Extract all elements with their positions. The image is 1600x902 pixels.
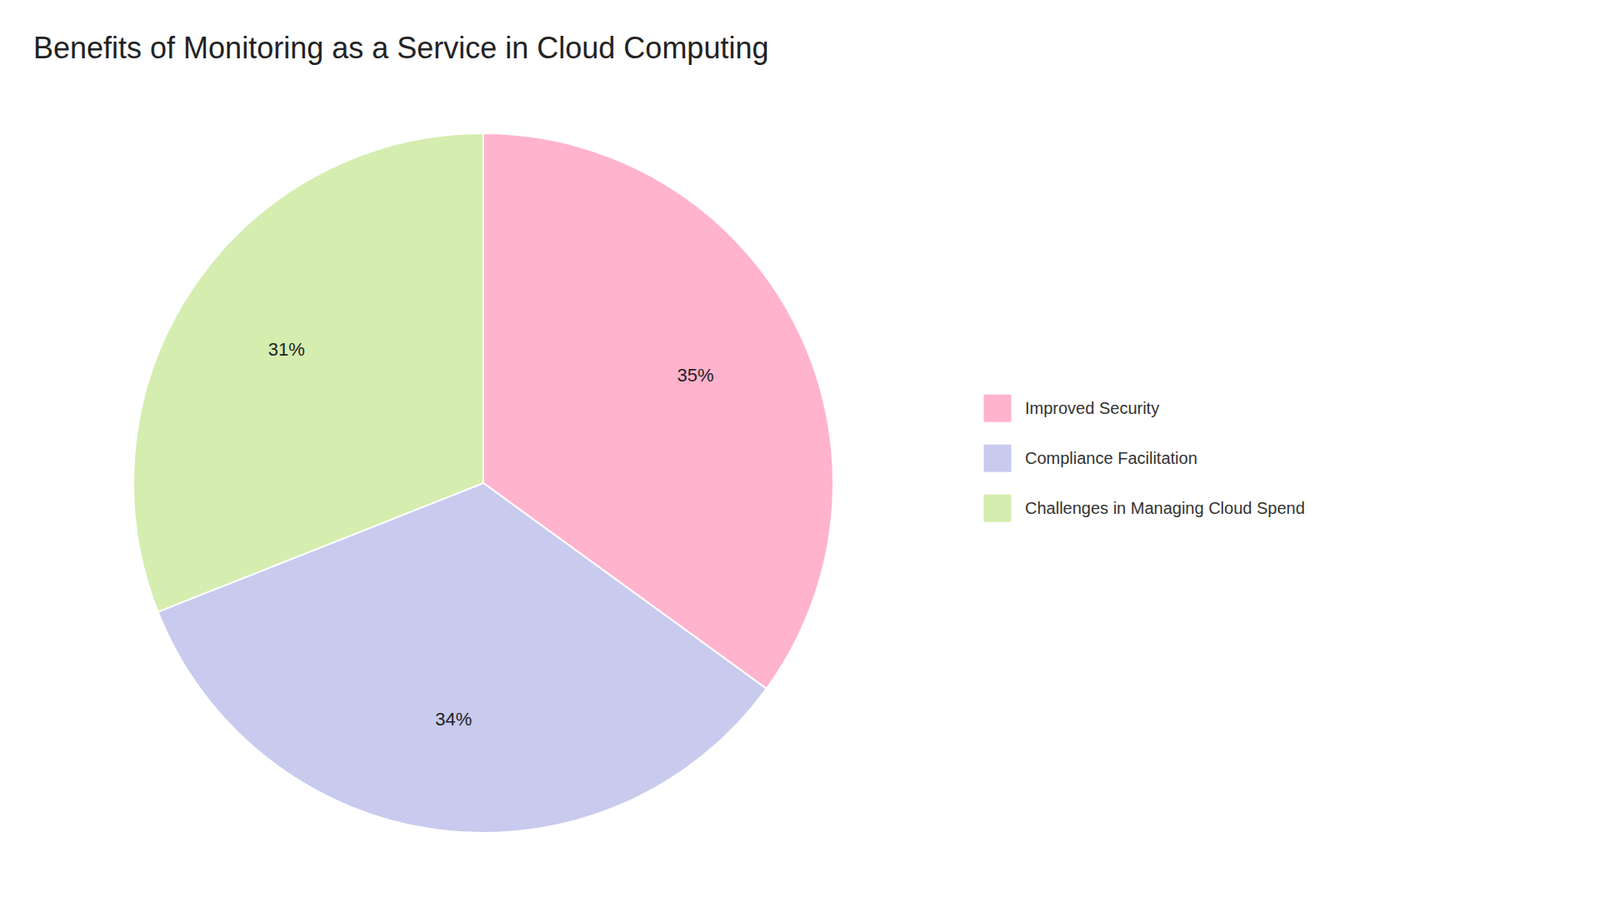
legend-label: Improved Security bbox=[1025, 399, 1160, 418]
title: Benefits of Monitoring as a Service in C… bbox=[33, 30, 769, 65]
legend-swatch bbox=[983, 444, 1012, 473]
slice-labels: 35% 34% 31% bbox=[268, 339, 715, 730]
legend-label: Compliance Facilitation bbox=[1025, 449, 1198, 468]
legend: Improved Security Compliance Facilitation… bbox=[983, 394, 1305, 523]
legend-item: Challenges in Managing Cloud Spend bbox=[983, 494, 1305, 523]
pie bbox=[133, 133, 834, 834]
legend-swatch bbox=[983, 394, 1012, 423]
data-label: 34% bbox=[435, 709, 472, 730]
pie-slice bbox=[133, 133, 484, 613]
chart-svg: Benefits of Monitoring as a Service in C… bbox=[0, 0, 1600, 902]
legend-item: Compliance Facilitation bbox=[983, 444, 1198, 473]
data-label: 35% bbox=[676, 365, 714, 386]
legend-item: Improved Security bbox=[983, 394, 1160, 423]
legend-swatch bbox=[983, 494, 1012, 523]
data-label: 31% bbox=[268, 339, 305, 360]
legend-label: Challenges in Managing Cloud Spend bbox=[1025, 499, 1305, 518]
